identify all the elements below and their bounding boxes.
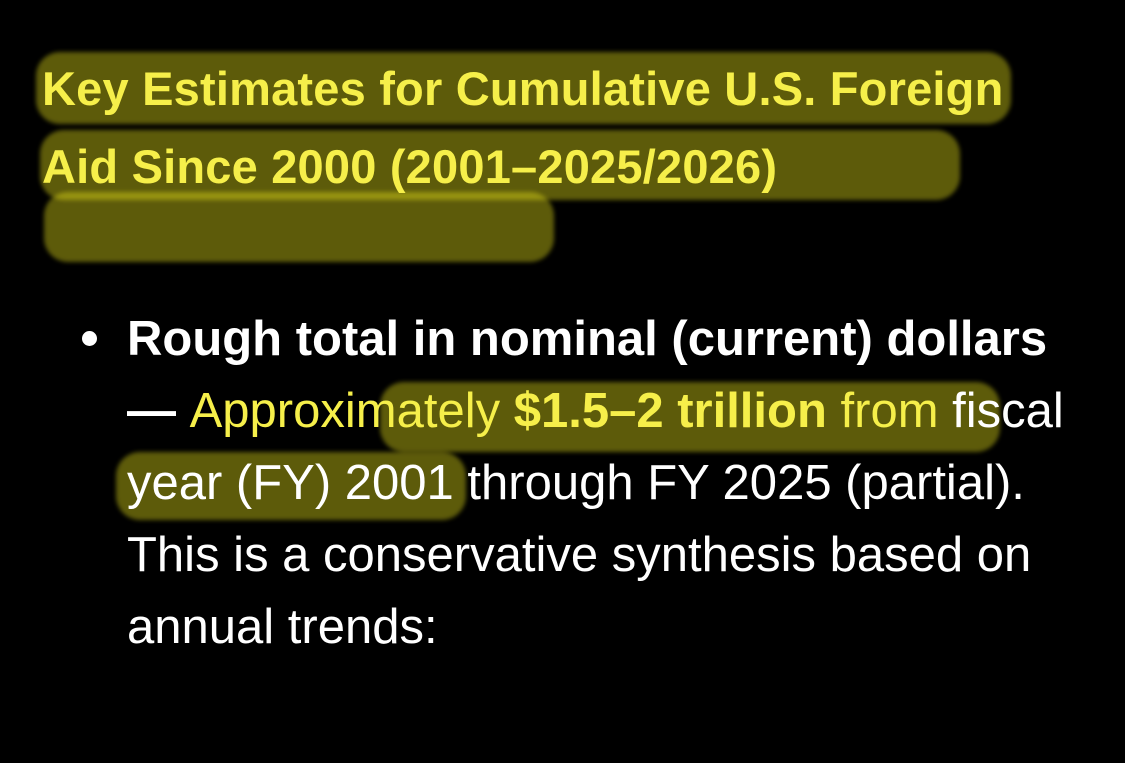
bullet-from: from <box>826 384 939 438</box>
bullet-lead: Rough total in nominal (current) dollars <box>127 312 1048 366</box>
bullet-approx: Approximately <box>189 384 514 438</box>
bullet-paragraph: Rough total in nominal (current) dollars… <box>127 303 1087 663</box>
bullet-point-icon <box>82 331 97 346</box>
heading-highlight-line-3 <box>44 192 554 262</box>
heading-highlight-line-1 <box>36 52 1011 124</box>
bullet-amount: $1.5–2 trillion <box>513 384 827 438</box>
bullet-rest: fiscal year (FY) 2001 through FY 2025 (p… <box>127 384 1064 654</box>
page-heading: Key Estimates for Cumulative U.S. Foreig… <box>42 62 1004 193</box>
bullet-dash: — <box>127 384 190 438</box>
bullet-highlight-line-2 <box>116 452 466 520</box>
bullet-highlight-line-1 <box>380 382 1000 452</box>
heading-highlight-line-2 <box>40 130 960 200</box>
